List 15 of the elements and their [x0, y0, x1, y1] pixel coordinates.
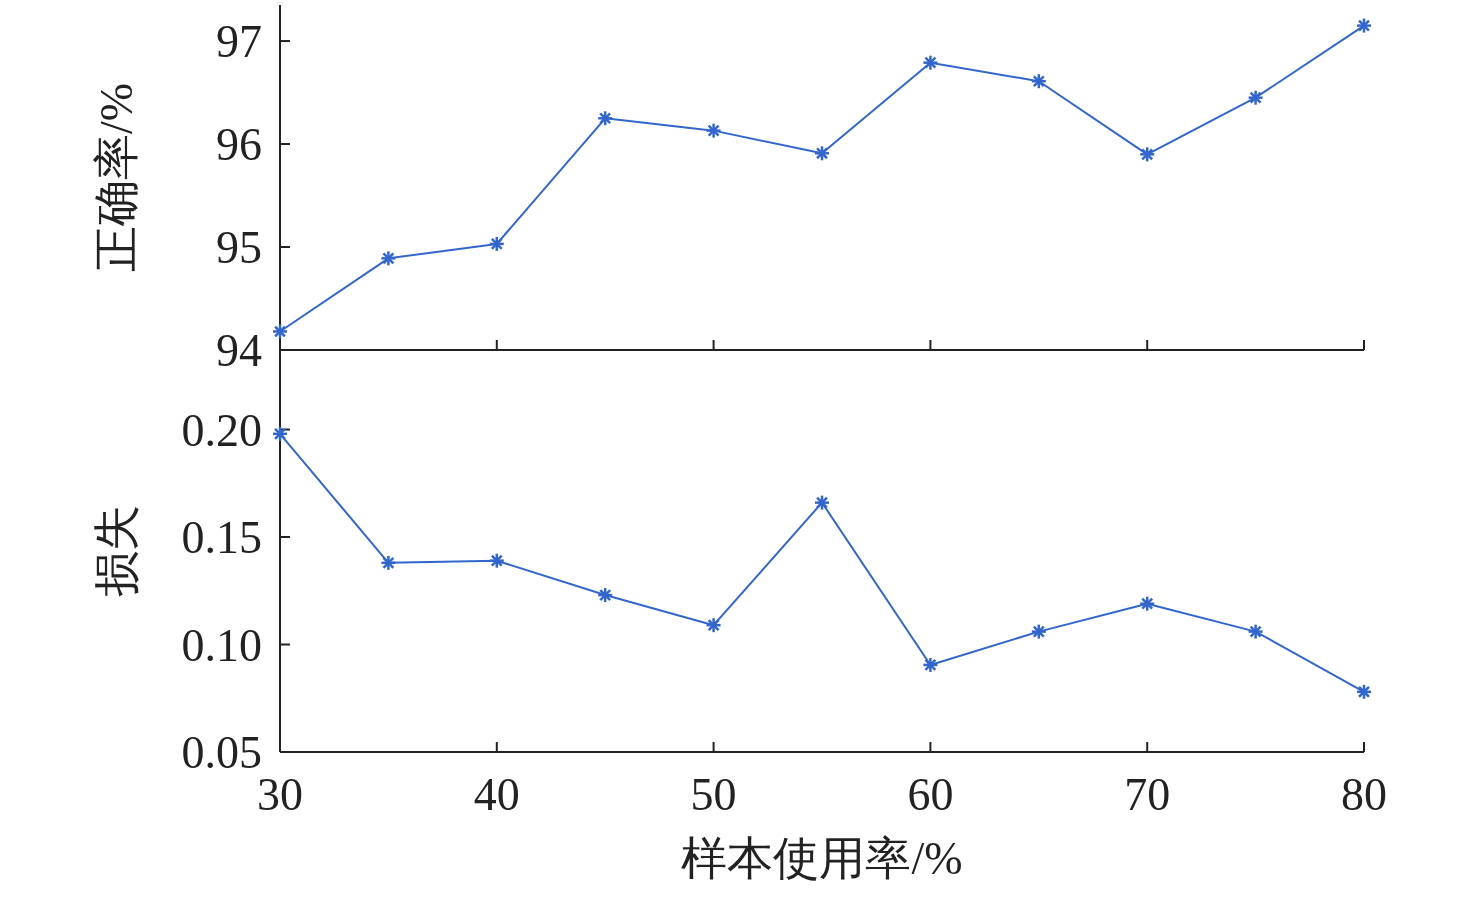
y-tick-label: 96: [216, 119, 262, 171]
y-tick-label: 0.10: [181, 619, 262, 671]
x-tick-label: 50: [690, 769, 737, 820]
y-tick-label: 0.15: [181, 512, 262, 564]
y-tick-label: 94: [216, 325, 262, 376]
x-tick-label: 40: [473, 769, 520, 820]
y-tick-label: 0.20: [181, 404, 262, 456]
x-tick-label: 80: [1341, 769, 1387, 820]
x-axis-title: 样本使用率/%: [681, 833, 963, 884]
x-tick-label: 70: [1124, 769, 1171, 820]
y-tick-label: 95: [216, 222, 262, 274]
y-axis-title: 损失: [91, 505, 142, 597]
x-tick-label: 60: [907, 769, 954, 820]
y-axis-title: 正确率/%: [91, 82, 142, 273]
y-tick-label: 97: [216, 16, 262, 68]
